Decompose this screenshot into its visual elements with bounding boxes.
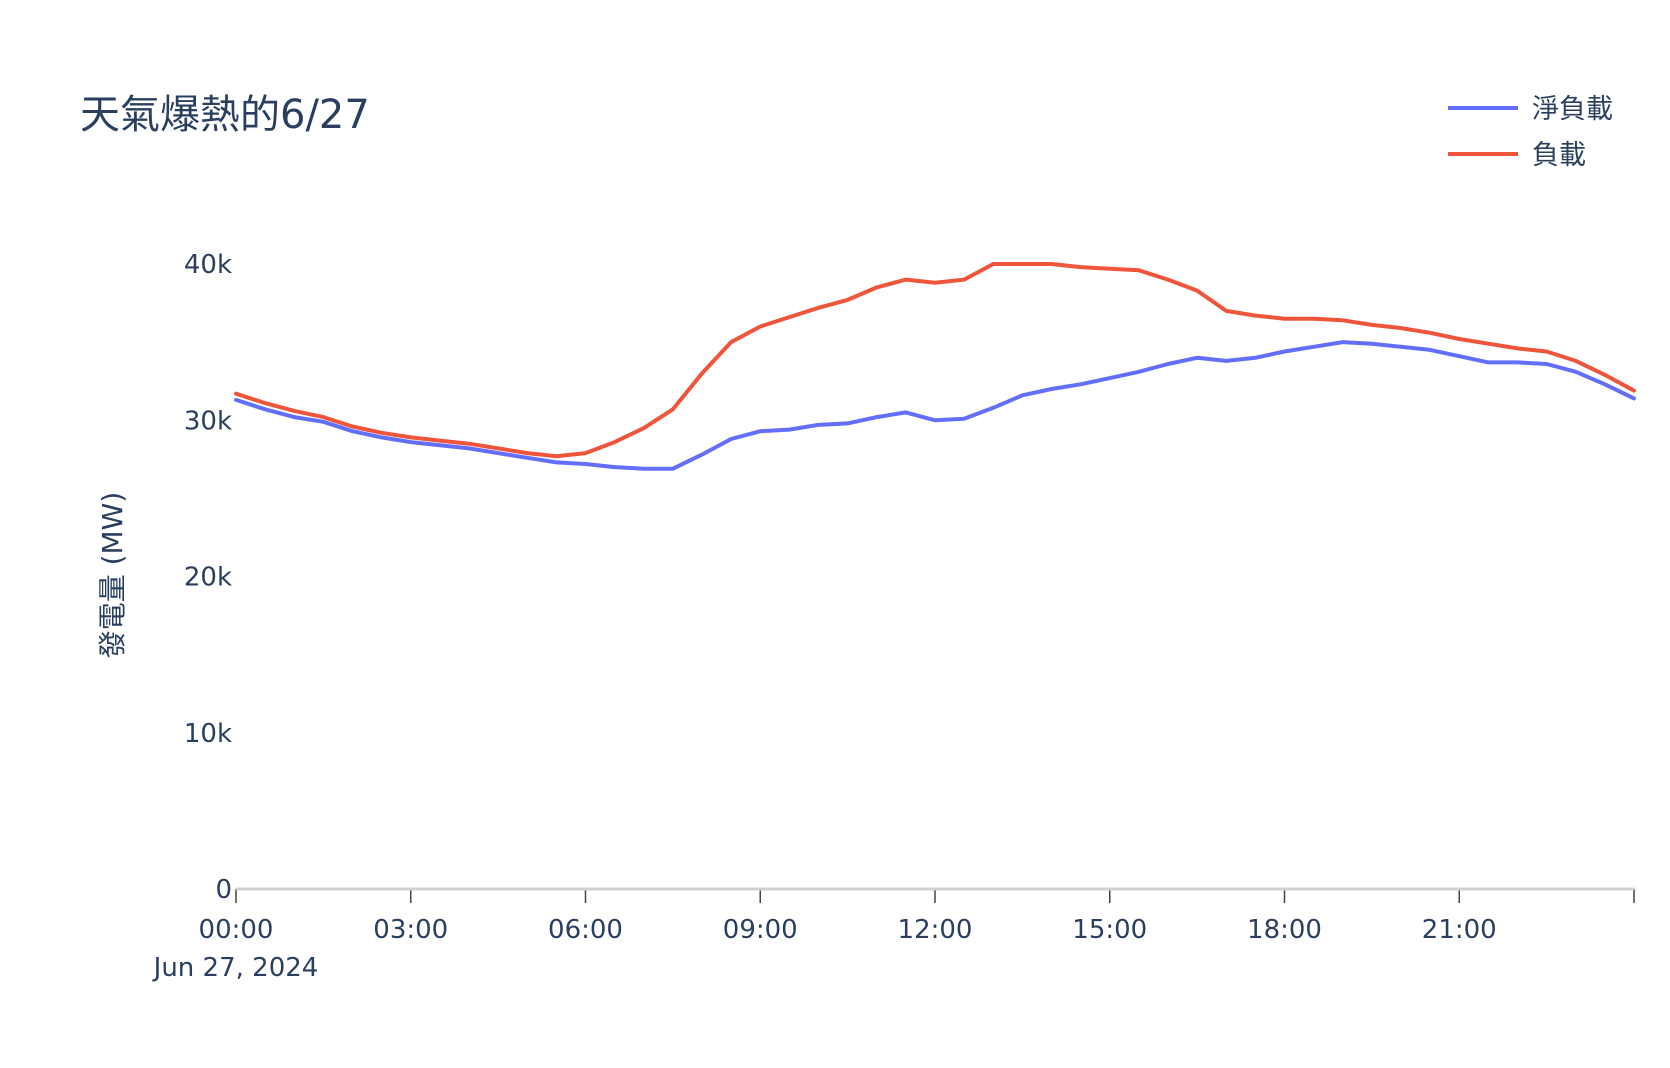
x-tick-label: 15:00 bbox=[1072, 915, 1147, 945]
legend-item-1[interactable]: 負載 bbox=[1448, 140, 1586, 171]
x-tick-label: 09:00 bbox=[723, 915, 798, 945]
series-line-0 bbox=[234, 340, 1636, 471]
y-axis-label: 發電量 (MW) bbox=[96, 492, 129, 659]
x-tick-label: 06:00 bbox=[548, 915, 623, 945]
y-tick-label: 10k bbox=[184, 719, 232, 749]
series-lines bbox=[234, 262, 1636, 471]
legend-item-0[interactable]: 淨負載 bbox=[1448, 94, 1613, 125]
y-axis-ticks: 0 10k 20k 30k 40k bbox=[184, 250, 232, 905]
x-axis-date-label: Jun 27, 2024 bbox=[152, 953, 319, 983]
y-tick-label: 30k bbox=[184, 406, 232, 436]
x-tick-label: 12:00 bbox=[898, 915, 973, 945]
y-tick-label: 40k bbox=[184, 250, 232, 280]
series-line-1 bbox=[234, 262, 1636, 459]
legend-label: 負載 bbox=[1532, 140, 1586, 171]
x-axis-ticks: 00:00 03:00 06:00 09:00 12:00 15:00 18:00 21:00 bbox=[199, 889, 1635, 945]
y-tick-label: 20k bbox=[184, 563, 232, 593]
x-tick-label: 21:00 bbox=[1422, 915, 1497, 945]
x-tick-label: 18:00 bbox=[1247, 915, 1322, 945]
y-tick-label: 0 bbox=[215, 875, 232, 905]
x-tick-label: 00:00 bbox=[199, 915, 274, 945]
legend-label: 淨負載 bbox=[1532, 94, 1613, 125]
x-tick-label: 03:00 bbox=[373, 915, 448, 945]
chart-title: 天氣爆熱的6/27 bbox=[80, 92, 370, 138]
